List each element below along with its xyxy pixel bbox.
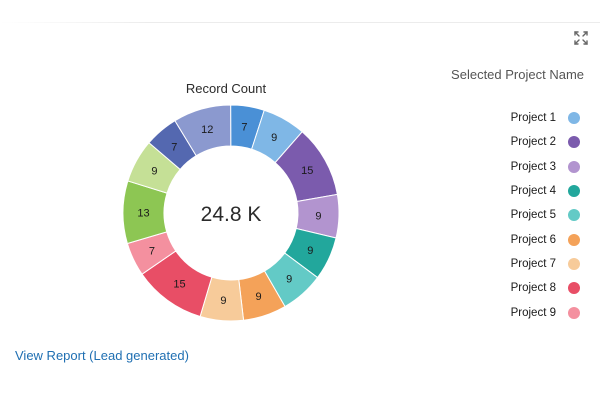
donut-slice-label: 9: [151, 166, 157, 178]
legend-item[interactable]: Project 7: [470, 252, 590, 276]
legend-label: Project 1: [510, 112, 556, 125]
donut-slice[interactable]: [174, 104, 232, 157]
legend-label: Project 4: [510, 185, 556, 198]
legend-swatch: [568, 209, 580, 222]
legend-item[interactable]: Project 2: [470, 130, 590, 154]
legend-swatch: [568, 112, 580, 125]
legend-label: Project 6: [510, 233, 556, 246]
legend-label: Project 9: [510, 306, 556, 319]
legend-swatch: [568, 282, 580, 295]
donut-center-total: 24.8 K: [201, 203, 262, 226]
legend-item[interactable]: Project 4: [470, 179, 590, 203]
legend-swatch: [568, 160, 580, 173]
view-report-link[interactable]: View Report (Lead generated): [15, 348, 189, 363]
legend-label: Project 2: [510, 136, 556, 149]
donut-slice-label: 12: [201, 124, 213, 136]
legend-item[interactable]: Project 1: [470, 106, 590, 130]
donut-slice-label: 9: [220, 295, 226, 307]
legend-item[interactable]: Project 3: [470, 155, 590, 179]
legend-item[interactable]: Project 9: [470, 300, 590, 324]
donut-slice-label: 9: [315, 211, 321, 223]
legend-item[interactable]: Project 6: [470, 227, 590, 251]
donut-slice-label: 13: [137, 207, 149, 219]
header-divider: [0, 22, 600, 23]
legend-label: Project 7: [510, 257, 556, 270]
donut-slice-label: 9: [255, 291, 261, 303]
legend-item[interactable]: Project 8: [470, 276, 590, 300]
legend-swatch: [568, 257, 580, 270]
legend-item[interactable]: Project 5: [470, 203, 590, 227]
legend: Project 1 Project 2 Project 3 Project 4 Proj…: [470, 106, 590, 325]
donut-slice-label: 9: [271, 132, 277, 144]
donut-slice-label: 7: [241, 122, 247, 134]
legend-swatch: [568, 136, 580, 149]
donut-slice-label: 7: [149, 246, 155, 258]
donut-slice-label: 15: [173, 279, 185, 291]
legend-swatch: [568, 306, 580, 319]
legend-swatch: [568, 233, 580, 246]
chart-title: Record Count: [185, 81, 267, 96]
donut-slice-label: 7: [171, 141, 177, 153]
donut-slice-label: 9: [286, 273, 292, 285]
donut-slice-label: 9: [307, 245, 313, 257]
legend-swatch: [568, 185, 580, 198]
legend-label: Project 3: [510, 160, 556, 173]
legend-label: Project 5: [510, 209, 556, 222]
donut-slice-label: 15: [301, 165, 313, 177]
legend-label: Project 8: [510, 282, 556, 295]
legend-title: Selected Project Name: [451, 67, 584, 82]
expand-icon[interactable]: [572, 29, 590, 47]
